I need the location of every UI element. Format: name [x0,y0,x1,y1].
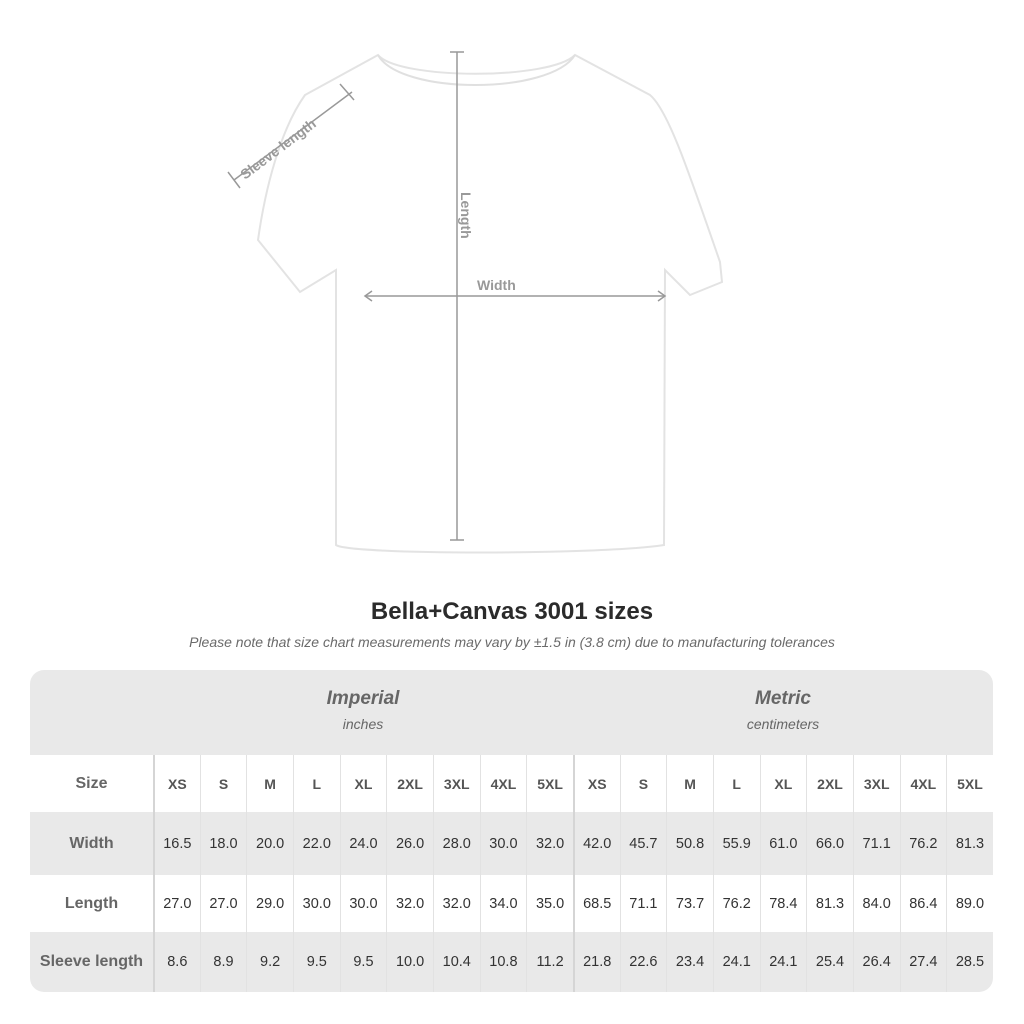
table-cell: 9.2 [246,932,293,992]
table-cell: S [199,755,247,812]
table-cell: 18.0 [199,812,247,875]
table-cell: 55.9 [712,812,760,875]
table-cell: 89.0 [946,875,993,932]
table-cell: 71.1 [852,812,900,875]
table-cell: XS [153,755,200,812]
table-cell: S [619,755,667,812]
table-cell: 68.5 [572,875,620,932]
table-cell: 4XL [899,755,947,812]
table-cell: 22.6 [619,932,667,992]
table-cell: 76.2 [899,812,947,875]
table-cell: 24.1 [759,932,807,992]
table-cell: 45.7 [619,812,667,875]
table-cell: 35.0 [526,875,573,932]
table-cell: 8.9 [199,932,247,992]
table-cell: 9.5 [339,932,387,992]
table-cell: 2XL [386,755,433,812]
collar [377,54,576,86]
metric-group-header: Metric centimeters [573,670,993,755]
table-cell: 76.2 [712,875,760,932]
table-cell: 66.0 [806,812,853,875]
measure-lines [227,51,667,541]
size-label: Size [75,774,108,792]
tshirt-image [256,53,724,554]
table-cell: 27.0 [153,875,200,932]
width-label: Width [477,277,516,293]
table-cell: 27.4 [899,932,947,992]
table-cell: 16.5 [153,812,200,875]
table-cell: 11.2 [526,932,573,992]
size-header-row: Size XS S M L XL 2XL 3XL 4XL 5XL XS S M L XL 2XL 3XL 4XL… [30,755,993,812]
table-cell: 42.0 [572,812,620,875]
tshirt-diagram: Sleeve length Length Width [227,51,724,554]
table-cell: 24.1 [712,932,760,992]
table-cell: 30.0 [339,875,387,932]
group-name: Imperial [326,688,400,709]
table-cell: 10.0 [386,932,433,992]
table-cell: 9.5 [292,932,340,992]
table-cell: 2XL [806,755,853,812]
table-cell: 20.0 [246,812,293,875]
table-row: Length 27.0 27.0 29.0 30.0 30.0 32.0 32.0 34.0 35… [30,875,993,932]
group-unit: centimeters [746,716,820,732]
table-cell: 81.3 [946,812,993,875]
table-cell: M [246,755,293,812]
table-cell: 29.0 [246,875,293,932]
table-cell: 30.0 [292,875,340,932]
group-unit: inches [342,716,384,732]
table-cell: 28.5 [946,932,993,992]
table-cell: 8.6 [153,932,200,992]
table-cell: 3XL [852,755,900,812]
table-cell: 71.1 [619,875,667,932]
table-cell: 26.0 [386,812,433,875]
table-cell: 5XL [526,755,573,812]
table-cell: 4XL [479,755,527,812]
table-cell: 81.3 [806,875,853,932]
table-cell: 28.0 [432,812,480,875]
row-label: Length [64,894,119,912]
table-cell: 25.4 [806,932,853,992]
row-label: Width [69,834,114,852]
table-cell: 32.0 [526,812,573,875]
size-table: Imperial inches Metric centimeters Size … [30,670,993,992]
table-cell: 86.4 [899,875,947,932]
table-row: Width 16.5 18.0 20.0 22.0 24.0 26.0 28.0 30.0 32.… [30,812,993,875]
table-cell: 22.0 [292,812,340,875]
table-cell: 32.0 [386,875,433,932]
table-cell: XL [759,755,807,812]
table-cell: 5XL [946,755,993,812]
table-cell: 21.8 [572,932,620,992]
table-row: Sleeve length 8.6 8.9 9.2 9.5 9.5 10.0 10.4 10.8… [30,932,993,992]
table-cell: 27.0 [199,875,247,932]
table-cell: 10.4 [432,932,480,992]
table-cell: XL [339,755,387,812]
page-title: Bella+Canvas 3001 sizes [370,598,654,625]
table-cell: 78.4 [759,875,807,932]
table-cell: L [292,755,340,812]
imperial-group-header: Imperial inches [153,670,573,755]
table-cell: 34.0 [479,875,527,932]
table-cell: 30.0 [479,812,527,875]
table-cell: 32.0 [432,875,480,932]
table-cell: 10.8 [479,932,527,992]
table-cell: 73.7 [666,875,713,932]
table-cell: 24.0 [339,812,387,875]
length-label: Length [458,192,474,239]
table-cell: 61.0 [759,812,807,875]
table-cell: M [666,755,713,812]
table-cell: XS [572,755,620,812]
tolerance-note: Please note that size chart measurements… [189,634,835,650]
table-cell: L [712,755,760,812]
table-cell: 50.8 [666,812,713,875]
group-name: Metric [755,688,811,709]
table-cell: 84.0 [852,875,900,932]
row-label: Sleeve length [39,953,144,970]
table-cell: 26.4 [852,932,900,992]
table-cell: 23.4 [666,932,713,992]
table-cell: 3XL [432,755,480,812]
